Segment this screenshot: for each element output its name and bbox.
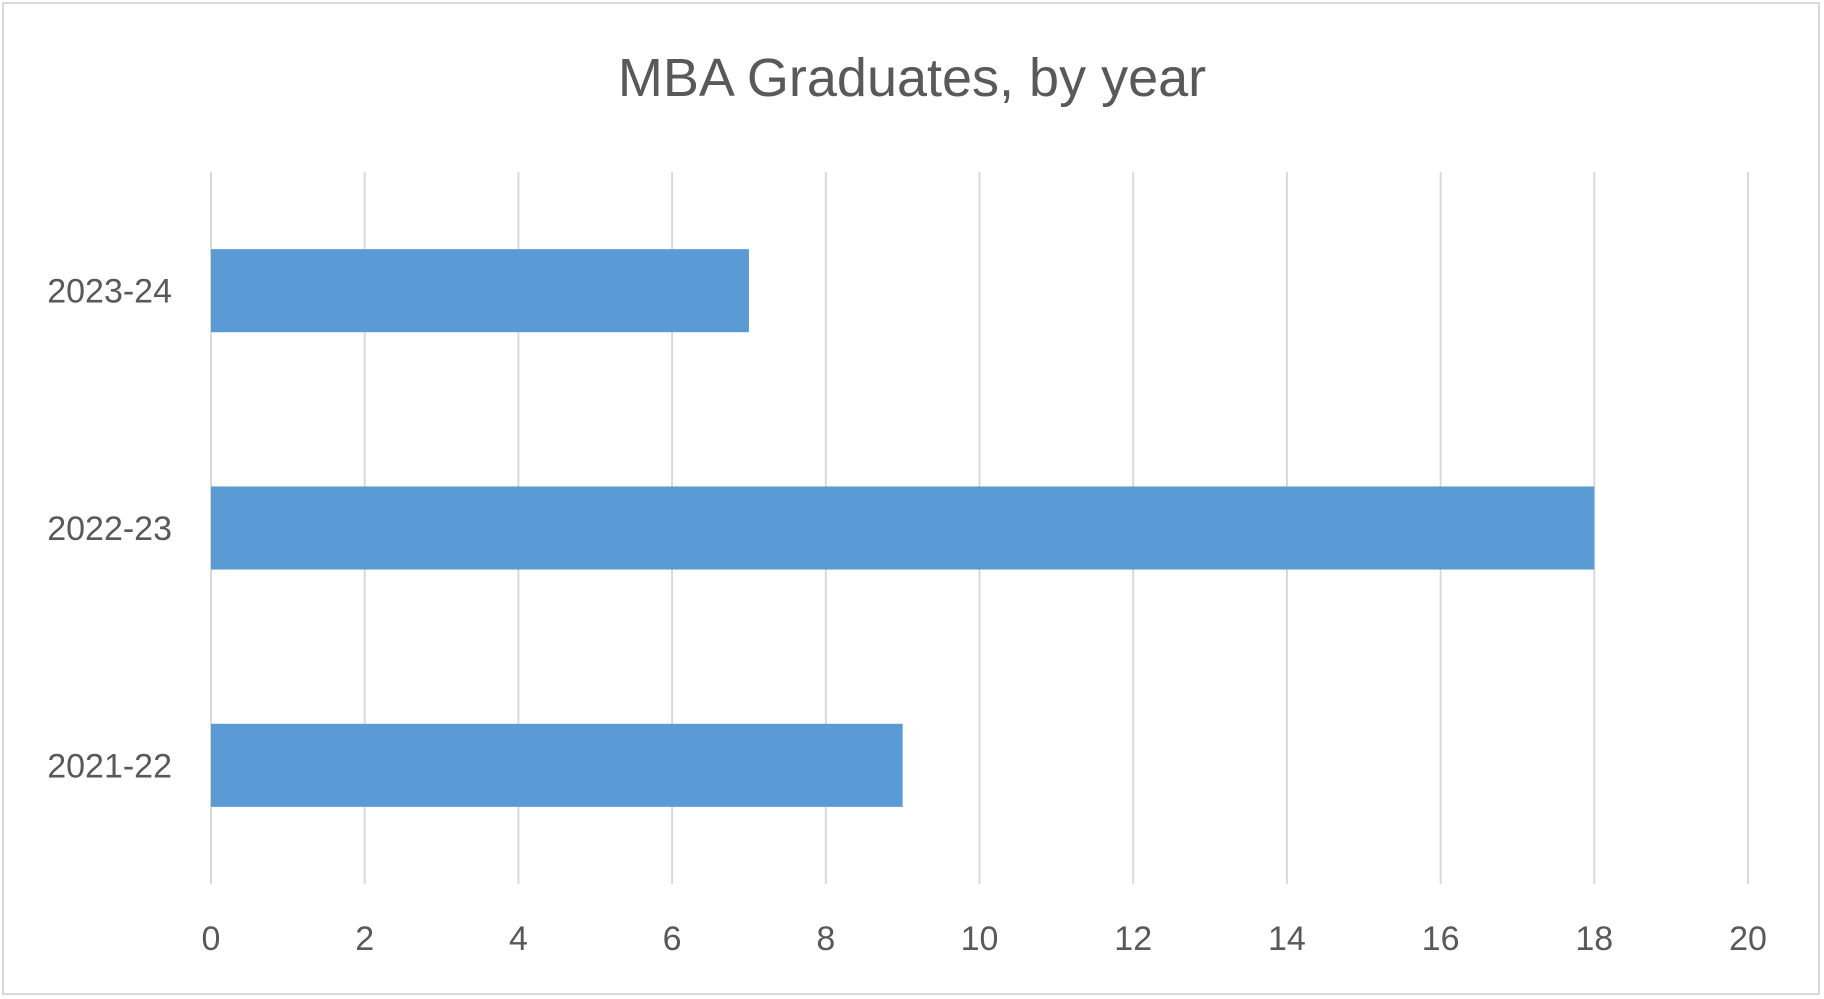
x-tick-label: 8 — [816, 920, 835, 958]
x-tick-label: 12 — [1114, 920, 1152, 958]
bar-2021-22 — [211, 723, 903, 807]
x-tick-label: 0 — [202, 920, 221, 958]
x-tick-label: 4 — [509, 920, 528, 958]
x-axis-labels: 0 2 4 6 8 10 12 14 16 18 20 — [202, 920, 1767, 958]
x-tick-label: 6 — [663, 920, 682, 958]
x-tick-label: 10 — [961, 920, 999, 958]
y-category-label: 2021-22 — [47, 747, 172, 785]
y-axis-labels: 2021-22 2022-23 2023-24 — [47, 273, 172, 786]
y-category-label: 2023-24 — [47, 273, 172, 311]
chart-title: MBA Graduates, by year — [618, 48, 1206, 108]
x-tick-label: 20 — [1729, 920, 1767, 958]
x-tick-label: 14 — [1268, 920, 1306, 958]
x-tick-label: 2 — [355, 920, 374, 958]
bars — [211, 249, 1595, 807]
y-category-label: 2022-23 — [47, 510, 172, 548]
bar-2022-23 — [211, 486, 1595, 570]
x-tick-label: 18 — [1575, 920, 1613, 958]
bar-2023-24 — [211, 249, 749, 333]
x-tick-label: 16 — [1422, 920, 1460, 958]
